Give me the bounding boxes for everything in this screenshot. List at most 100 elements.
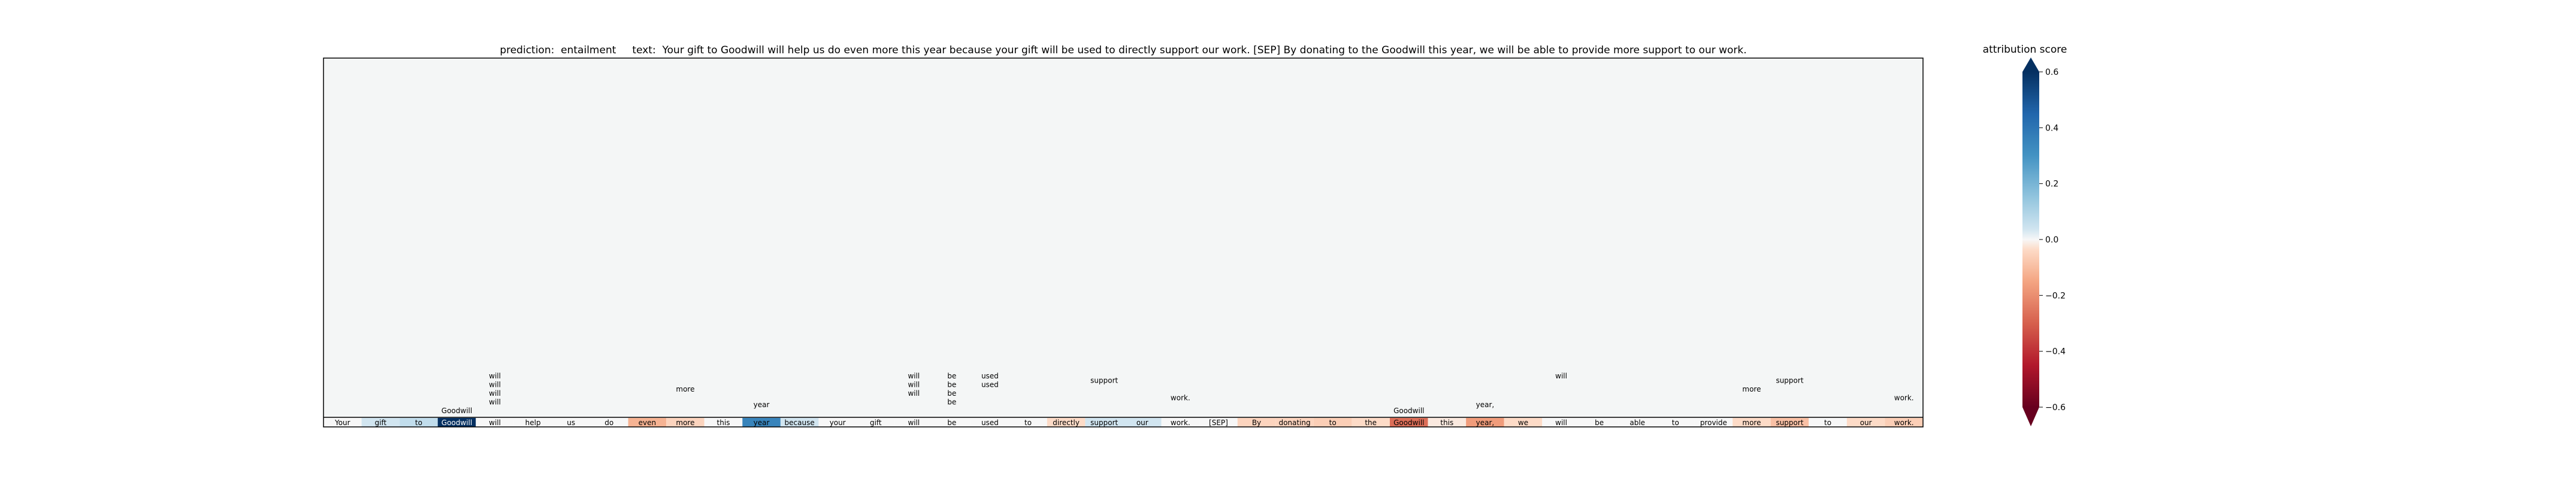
attention-word: support (1776, 376, 1803, 384)
token-cell (1542, 418, 1580, 427)
attention-word: be (947, 389, 956, 398)
colorbar-tick-label: −0.4 (2045, 347, 2066, 357)
attention-word: Goodwill (1393, 407, 1424, 415)
token-label: will (1555, 419, 1567, 427)
text-label: text: (632, 44, 656, 56)
token-cell (1352, 418, 1390, 427)
token-label: Goodwill (442, 419, 472, 427)
attention-word: Goodwill (442, 407, 472, 415)
token-label: because (785, 419, 815, 427)
token-cell (666, 418, 705, 427)
colorbar-tick-label: −0.2 (2045, 291, 2066, 301)
token-cells (323, 418, 1923, 427)
token-label: our (1860, 419, 1872, 427)
token-cell (552, 418, 590, 427)
token-label: this (717, 419, 730, 427)
token-cell (1885, 418, 1923, 427)
attention-word: will (489, 381, 501, 389)
token-label: able (1629, 419, 1645, 427)
token-label: gift (375, 419, 387, 427)
token-label: work. (1894, 419, 1914, 427)
token-label: the (1365, 419, 1377, 427)
token-label: more (1742, 419, 1761, 427)
token-cell (1428, 418, 1467, 427)
attention-word: will (908, 381, 920, 389)
token-cell (704, 418, 743, 427)
token-cell (742, 418, 781, 427)
colorbar-tick-label: 0.2 (2045, 180, 2058, 189)
token-cell (361, 418, 400, 427)
token-cell (857, 418, 895, 427)
attention-word: support (1090, 376, 1118, 384)
token-cell (1123, 418, 1162, 427)
token-cell (323, 418, 362, 427)
attention-word: will (489, 372, 501, 380)
token-cell (894, 418, 933, 427)
token-label: even (639, 419, 656, 427)
colorbar-title: attribution score (1982, 44, 2067, 56)
colorbar-tick-label: 0.0 (2045, 235, 2058, 245)
colorbar-gradient (2022, 72, 2039, 407)
attention-word: will (489, 398, 501, 407)
attention-word: more (1742, 385, 1761, 393)
token-cell (1846, 418, 1885, 427)
token-cell (1809, 418, 1847, 427)
colorbar-extend-max (2022, 57, 2039, 72)
plot-frame (323, 57, 1924, 428)
token-cell (437, 418, 476, 427)
token-label: your (830, 419, 846, 427)
token-cell (590, 418, 628, 427)
token-cell (1733, 418, 1771, 427)
attention-word: will (489, 389, 501, 398)
token-labels: Your gift to Goodwill will help us do even more th… (334, 419, 1914, 427)
token-cell (1580, 418, 1619, 427)
chart-title: prediction: entailment text: Your gift t… (323, 42, 1923, 59)
token-cell (1694, 418, 1733, 427)
token-cell (933, 418, 971, 427)
token-label: By (1252, 419, 1261, 427)
token-label: donating (1278, 419, 1310, 427)
attention-word: will (908, 372, 920, 380)
token-cell (780, 418, 819, 427)
token-label: [SEP] (1209, 419, 1228, 427)
colorbar: 0.6 0.4 0.2 0.0 −0.2 −0.4 −0.6 (2022, 57, 2066, 426)
token-cell (1047, 418, 1086, 427)
token-label: us (567, 419, 575, 427)
token-cell (400, 418, 438, 427)
token-label: Your (334, 419, 350, 427)
colorbar-tick-label: 0.4 (2045, 123, 2058, 133)
colorbar-tick-label: −0.6 (2045, 403, 2066, 413)
token-label: support (1776, 419, 1803, 427)
token-label: gift (870, 419, 882, 427)
token-label: Goodwill (1393, 419, 1424, 427)
token-label: year (754, 419, 770, 427)
token-cell (1199, 418, 1238, 427)
token-cell (1009, 418, 1047, 427)
token-label: will (489, 419, 501, 427)
colorbar-tick-label: 0.6 (2045, 68, 2058, 77)
token-cell (1275, 418, 1314, 427)
attention-word: work. (1171, 393, 1190, 402)
token-cell (1656, 418, 1695, 427)
token-label: this (1440, 419, 1453, 427)
token-label: will (908, 419, 920, 427)
token-label: used (981, 419, 999, 427)
colorbar-ticks: 0.6 0.4 0.2 0.0 −0.2 −0.4 −0.6 (2039, 68, 2066, 413)
token-cell (1390, 418, 1428, 427)
attention-word: more (676, 385, 694, 393)
token-label: we (1518, 419, 1528, 427)
token-cell (628, 418, 667, 427)
attention-word: used (981, 381, 999, 389)
attention-word: year (754, 401, 770, 409)
token-cell (1237, 418, 1276, 427)
attention-word: will (1555, 372, 1567, 380)
attention-word: work. (1894, 393, 1914, 402)
token-label: work. (1171, 419, 1190, 427)
attention-word: will (908, 389, 920, 398)
token-cell (1770, 418, 1809, 427)
token-label: do (604, 419, 613, 427)
token-label: our (1136, 419, 1148, 427)
attention-word: used (981, 372, 999, 380)
plot-background (323, 58, 1923, 420)
token-label: to (1329, 419, 1337, 427)
